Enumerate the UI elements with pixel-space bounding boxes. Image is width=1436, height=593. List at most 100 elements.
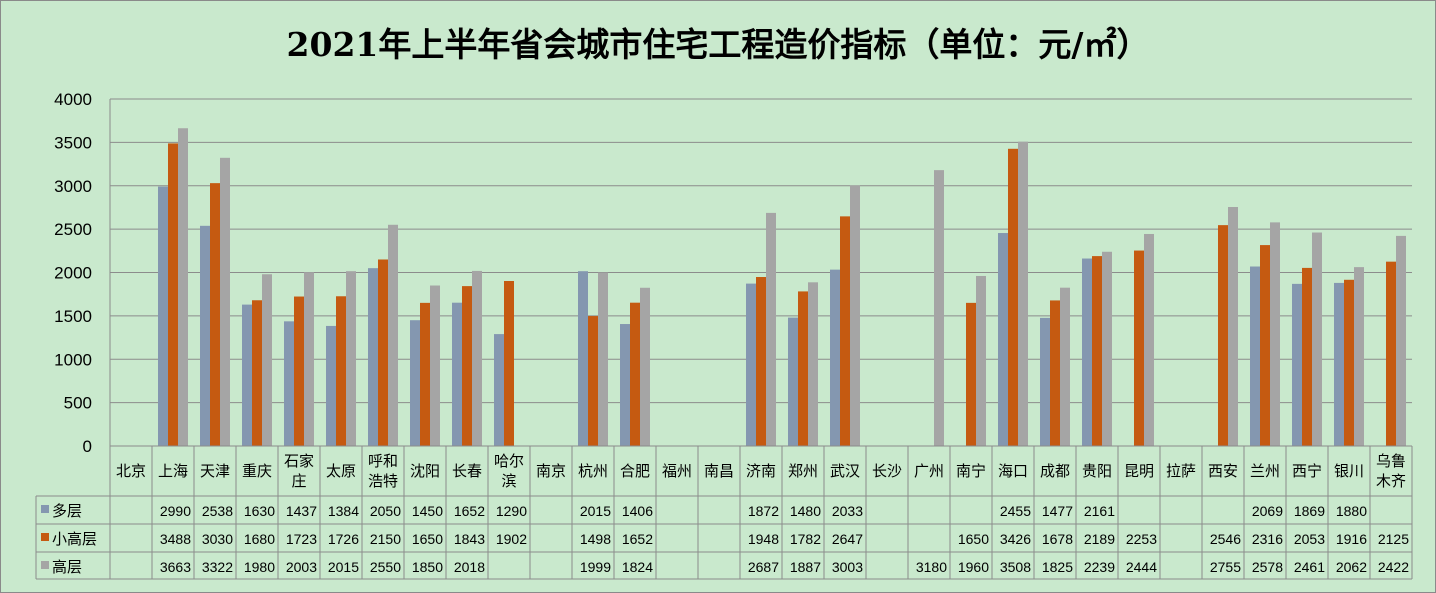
data-table-cell: 2546 (1210, 531, 1241, 547)
data-table-cell: 1872 (748, 503, 779, 519)
x-category-label: 银川 (1334, 462, 1364, 480)
legend-swatch-高层 (41, 561, 49, 569)
bar-小高层-银川 (1344, 279, 1354, 446)
bar-小高层-海口 (1008, 148, 1018, 446)
x-category-label: 乌鲁木齐 (1376, 452, 1406, 490)
bar-小高层-武汉 (840, 216, 850, 446)
bar-小高层-天津 (210, 183, 220, 446)
bar-多层-贵阳 (1082, 258, 1092, 446)
data-table-cell: 2150 (370, 531, 401, 547)
y-tick-label: 3000 (54, 177, 92, 196)
data-table-cell: 1887 (790, 559, 821, 575)
bar-多层-沈阳 (410, 320, 420, 446)
data-table-cell: 1960 (958, 559, 989, 575)
bar-小高层-郑州 (798, 291, 808, 446)
data-table-cell: 3003 (832, 559, 863, 575)
bar-多层-济南 (746, 283, 756, 446)
bar-高层-上海 (178, 128, 188, 447)
bar-小高层-呼和浩特 (378, 259, 388, 446)
data-table-cell: 1782 (790, 531, 821, 547)
bar-高层-乌鲁木齐 (1396, 235, 1406, 446)
data-table-cell: 1384 (328, 503, 359, 519)
data-table-cell: 2015 (580, 503, 611, 519)
bar-高层-广州 (934, 170, 944, 446)
data-table-cell: 2755 (1210, 559, 1241, 575)
data-table-cell: 2316 (1252, 531, 1283, 547)
data-table-cell: 1999 (580, 559, 611, 575)
bar-多层-成都 (1040, 317, 1050, 446)
data-table-cell: 2239 (1084, 559, 1115, 575)
x-category-label-line: 哈尔 (494, 452, 524, 470)
x-category-label-line: 滨 (501, 472, 516, 490)
x-category-label: 北京 (116, 462, 146, 480)
data-table-cell: 1290 (496, 503, 527, 519)
data-table-cell: 3180 (916, 559, 947, 575)
data-table-cell: 2018 (454, 559, 485, 575)
bar-高层-合肥 (640, 287, 650, 446)
bar-多层-天津 (200, 225, 210, 446)
x-category-label: 重庆 (242, 462, 272, 480)
bar-高层-南宁 (976, 275, 986, 446)
data-table-cell: 3488 (160, 531, 191, 547)
bar-高层-长春 (472, 270, 482, 446)
data-table-cell: 2422 (1378, 559, 1409, 575)
bar-高层-西宁 (1312, 232, 1322, 446)
y-tick-label: 4000 (54, 90, 92, 109)
data-table-cell: 1498 (580, 531, 611, 547)
bar-多层-石家庄 (284, 321, 294, 446)
bar-小高层-成都 (1050, 300, 1060, 446)
x-category-label-line: 浩特 (368, 472, 398, 490)
data-table-cell: 2015 (328, 559, 359, 575)
x-category-label: 昆明 (1124, 462, 1154, 480)
bar-高层-武汉 (850, 185, 860, 446)
bar-小高层-西宁 (1302, 267, 1312, 446)
x-category-label-line: 庄 (291, 472, 306, 490)
x-category-label: 武汉 (830, 462, 860, 480)
data-table-cell: 1880 (1336, 503, 1367, 519)
data-table-cell: 1437 (286, 503, 317, 519)
x-category-label: 海口 (998, 462, 1028, 480)
bar-多层-哈尔滨 (494, 334, 504, 446)
data-table-cell: 1825 (1042, 559, 1073, 575)
bar-多层-兰州 (1250, 266, 1260, 446)
y-tick-label: 2000 (54, 264, 92, 283)
x-category-label: 长沙 (872, 462, 902, 480)
data-table-cell: 2455 (1000, 503, 1031, 519)
bar-多层-武汉 (830, 269, 840, 446)
y-tick-label: 500 (64, 394, 92, 413)
data-table-cell: 2003 (286, 559, 317, 575)
x-category-label: 长春 (452, 462, 482, 480)
bar-小高层-石家庄 (294, 296, 304, 446)
data-table-cell: 3508 (1000, 559, 1031, 575)
y-tick-label: 3500 (54, 133, 92, 152)
data-table-cell: 2444 (1126, 559, 1157, 575)
data-table-cell: 2069 (1252, 503, 1283, 519)
bar-多层-呼和浩特 (368, 268, 378, 446)
data-table-cell: 1652 (454, 503, 485, 519)
bar-高层-贵阳 (1102, 251, 1112, 446)
x-category-label: 呼和浩特 (368, 452, 398, 490)
x-category-label: 上海 (158, 462, 188, 480)
bar-多层-长春 (452, 302, 462, 446)
data-table-cell: 2053 (1294, 531, 1325, 547)
bar-小高层-乌鲁木齐 (1386, 261, 1396, 446)
chart-title: 2021年上半年省会城市住宅工程造价指标（单位：元/㎡） (286, 25, 1150, 64)
data-table-cell: 1650 (412, 531, 443, 547)
data-table-cell: 3663 (160, 559, 191, 575)
data-table-cell: 1869 (1294, 503, 1325, 519)
bar-多层-海口 (998, 233, 1008, 446)
data-table-cell: 1680 (244, 531, 275, 547)
data-table-cell: 1652 (622, 531, 653, 547)
bar-高层-石家庄 (304, 272, 314, 446)
bar-小高层-上海 (168, 143, 178, 446)
data-table-cell: 2033 (832, 503, 863, 519)
x-category-label: 福州 (662, 462, 692, 480)
bar-多层-郑州 (788, 317, 798, 446)
data-table-cell: 1902 (496, 531, 527, 547)
bar-高层-银川 (1354, 267, 1364, 446)
data-table-cell: 2253 (1126, 531, 1157, 547)
bar-高层-昆明 (1144, 233, 1154, 446)
bar-高层-沈阳 (430, 285, 440, 446)
data-table-cell: 1726 (328, 531, 359, 547)
y-tick-label: 1000 (54, 350, 92, 369)
